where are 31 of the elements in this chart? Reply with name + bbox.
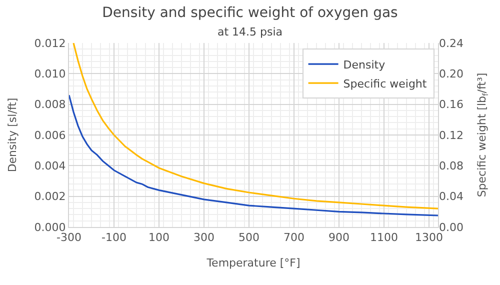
x-tick-label: 100 (148, 231, 170, 244)
line-series (69, 94, 438, 216)
y2-tick-label: 0.04 (439, 190, 464, 204)
chart-subtitle: at 14.5 psia (217, 25, 283, 38)
y2-tick-label: 0.08 (439, 160, 464, 173)
y2-tick-label: 0.00 (439, 220, 464, 234)
y-tick-label: 0.006 (34, 128, 66, 142)
x-tick-label: 1300 (415, 231, 443, 244)
chart-title: Density and specific weight of oxygen gas (102, 5, 398, 22)
x-axis-title: Temperature [°F] (206, 256, 300, 270)
x-tick-label: 700 (284, 231, 304, 244)
x-tick-label: 300 (194, 231, 214, 244)
x-tick-label: 900 (328, 231, 350, 244)
x-tick-label: 500 (238, 231, 260, 244)
x-tick-label: -100 (102, 231, 126, 244)
line-series (72, 43, 438, 210)
y2-tick-label: 0.24 (439, 36, 464, 50)
y2-tick-label: 0.12 (439, 128, 464, 142)
y2-tick-label: 0.20 (439, 68, 464, 81)
y-axis-title: Density [sl/ft] (6, 98, 19, 172)
x-tick-label: -300 (56, 231, 82, 244)
legend-label: Specific weight (343, 77, 428, 90)
y2-tick-label: 0.16 (439, 98, 464, 112)
y-tick-label: 0.008 (34, 98, 66, 112)
y-tick-label: 0.012 (34, 36, 66, 50)
y-tick-label: 0.002 (34, 190, 66, 204)
y-tick-label: 0.000 (34, 220, 66, 234)
y-tick-label: 0.010 (34, 68, 66, 81)
x-tick-label: 1100 (370, 231, 398, 244)
y-tick-label: 0.004 (34, 160, 66, 173)
legend-label: Density (343, 58, 386, 72)
